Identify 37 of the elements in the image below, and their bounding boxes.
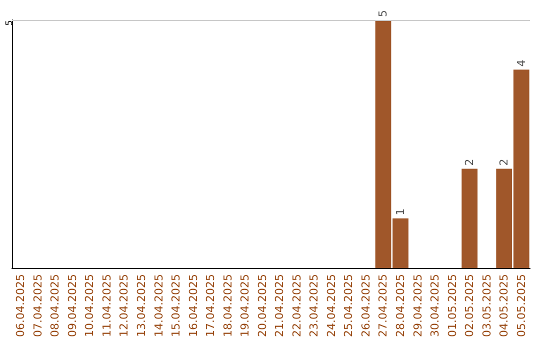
x-tick-label: 06.04.2025 [14, 274, 28, 338]
x-tick-label: 05.05.2025 [514, 274, 528, 338]
data-label: 4 [514, 60, 528, 67]
data-label: 2 [498, 158, 511, 166]
x-tick-label: 21.04.2025 [273, 274, 286, 338]
x-tick-label: 30.04.2025 [428, 274, 442, 338]
bar [462, 168, 478, 268]
x-tick-label: 23.04.2025 [308, 274, 321, 338]
x-tick-label: 12.04.2025 [118, 274, 131, 338]
x-tick-label: 10.04.2025 [83, 274, 96, 338]
x-tick-label: 18.04.2025 [221, 274, 234, 338]
x-tick-label: 14.04.2025 [152, 274, 166, 338]
x-tick-label: 09.04.2025 [66, 274, 79, 338]
x-tick-label: 08.04.2025 [48, 274, 62, 338]
x-tick-label: 28.04.2025 [394, 274, 407, 338]
x-tick-label: 15.04.2025 [170, 274, 183, 338]
x-tick-label: 11.04.2025 [100, 274, 114, 338]
ref-line-label: 5 [5, 20, 15, 26]
data-label: 2 [463, 158, 476, 166]
x-tick-label: 24.04.2025 [324, 274, 338, 338]
x-tick-label: 04.05.2025 [498, 274, 511, 338]
x-tick-label: 16.04.2025 [186, 274, 200, 338]
x-tick-label: 19.04.2025 [238, 274, 252, 338]
x-tick-label: 13.04.2025 [135, 274, 148, 338]
x-tick-label: 26.04.2025 [359, 274, 372, 338]
x-tick-label: 02.05.2025 [463, 274, 476, 338]
x-tick-label: 20.04.2025 [256, 274, 269, 338]
x-tick-label: 27.04.2025 [376, 274, 390, 338]
x-tick-label: 25.04.2025 [342, 274, 356, 338]
data-label: 1 [394, 208, 407, 216]
x-tick-label: 03.05.2025 [480, 274, 494, 338]
x-tick-label: 17.04.2025 [204, 274, 218, 338]
x-tick-label: 01.05.2025 [446, 274, 459, 338]
x-tick-label: 29.04.2025 [411, 274, 424, 338]
x-tick-label: 22.04.2025 [290, 274, 304, 338]
x-tick-label: 07.04.2025 [31, 274, 44, 338]
data-label: 5 [376, 10, 390, 17]
